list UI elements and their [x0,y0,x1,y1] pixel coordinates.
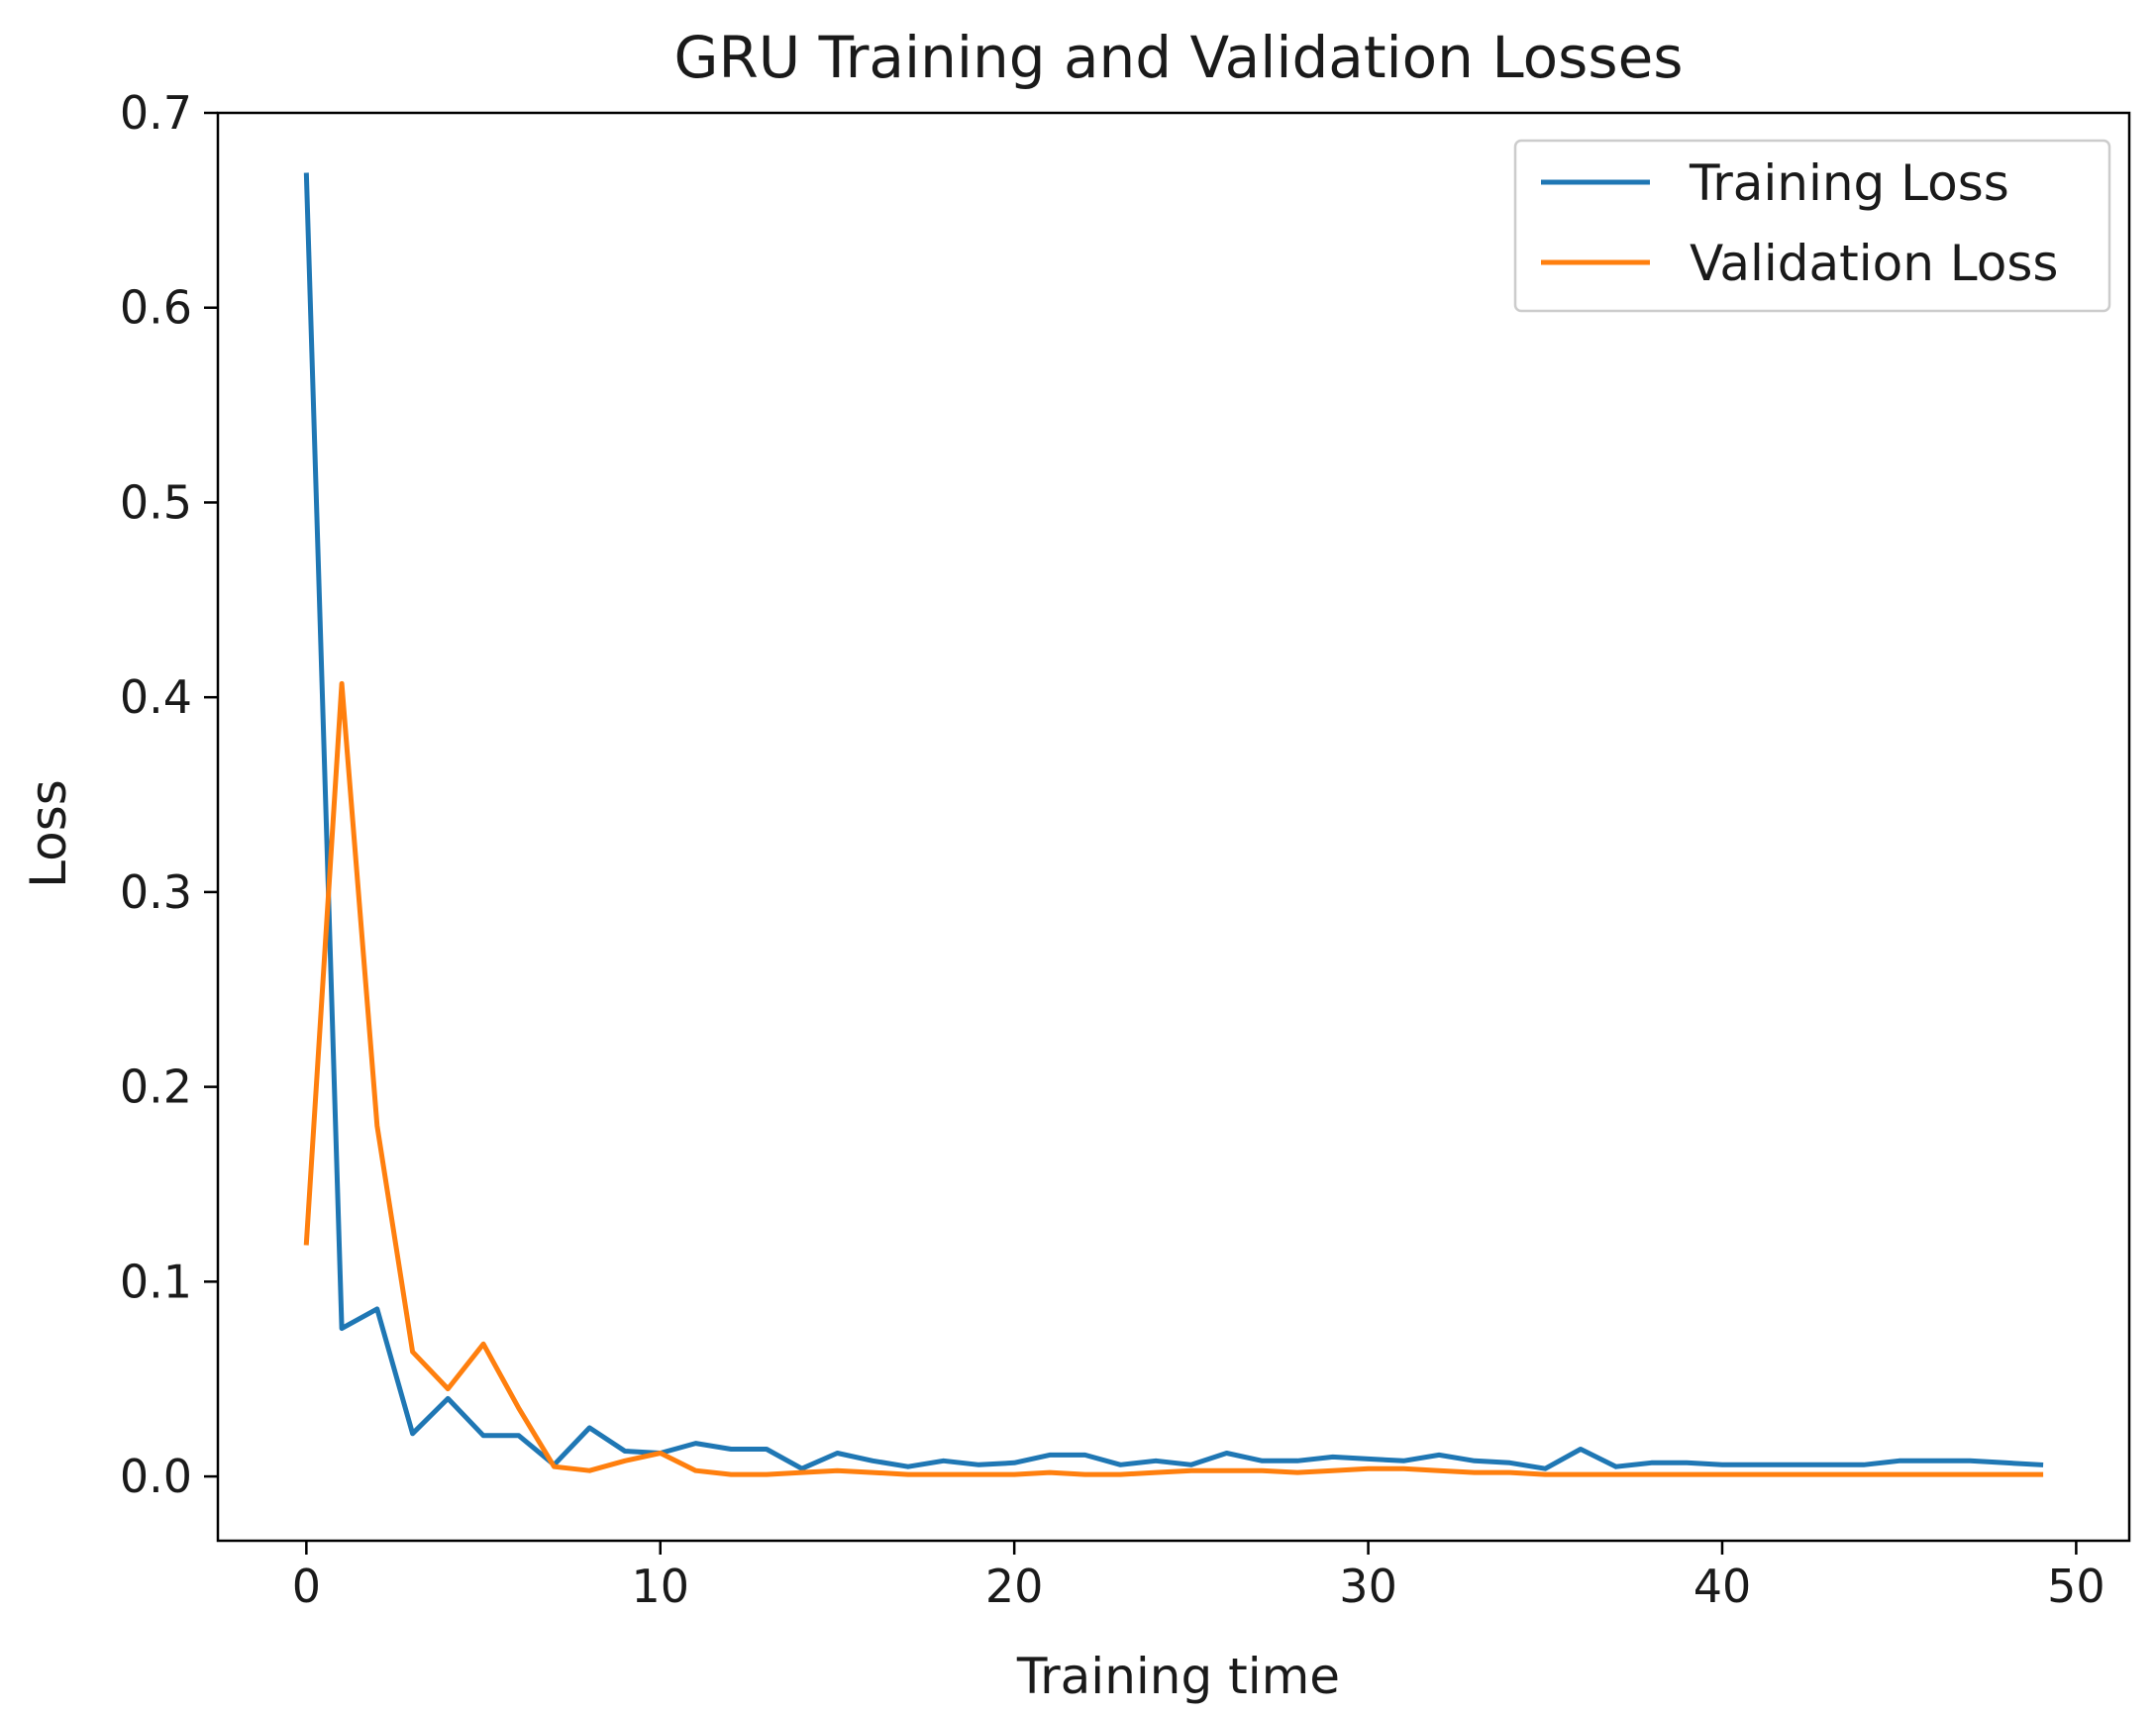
x-tick-label: 20 [985,1560,1044,1613]
x-tick-label: 0 [292,1560,321,1613]
y-tick-label: 0.6 [120,281,192,335]
series-line-validation-loss [303,680,2044,1477]
x-axis-title: Training time [1016,1648,1340,1705]
legend-label-training-loss: Training Loss [1689,154,2009,212]
x-tick-label: 50 [2047,1560,2105,1613]
y-axis-title: Loss [20,779,77,888]
legend-label-validation-loss: Validation Loss [1690,235,2058,292]
y-axis-ticks: 0.0 0.1 0.2 0.3 0.4 0.5 0.6 0.7 [120,86,218,1503]
plot-area-frame [216,111,2131,1543]
legend-box [1513,139,2111,313]
y-tick-label: 0.3 [120,865,192,919]
x-tick-label: 10 [631,1560,689,1613]
y-tick-label: 0.2 [120,1060,192,1114]
series-line-training-loss [303,172,2044,1471]
chart-title: GRU Training and Validation Losses [674,24,1684,91]
y-tick-label: 0.1 [120,1255,192,1308]
x-tick-label: 40 [1694,1560,1752,1613]
y-tick-label: 0.5 [120,475,192,529]
legend: Training Loss Validation Loss [1513,139,2111,313]
series-lines [303,172,2044,1477]
x-axis-ticks: 0 10 20 30 40 50 [292,1541,2105,1613]
y-tick-label: 0.4 [120,670,192,724]
y-tick-label: 0.7 [120,86,192,140]
x-tick-label: 30 [1339,1560,1397,1613]
y-tick-label: 0.0 [120,1450,192,1503]
